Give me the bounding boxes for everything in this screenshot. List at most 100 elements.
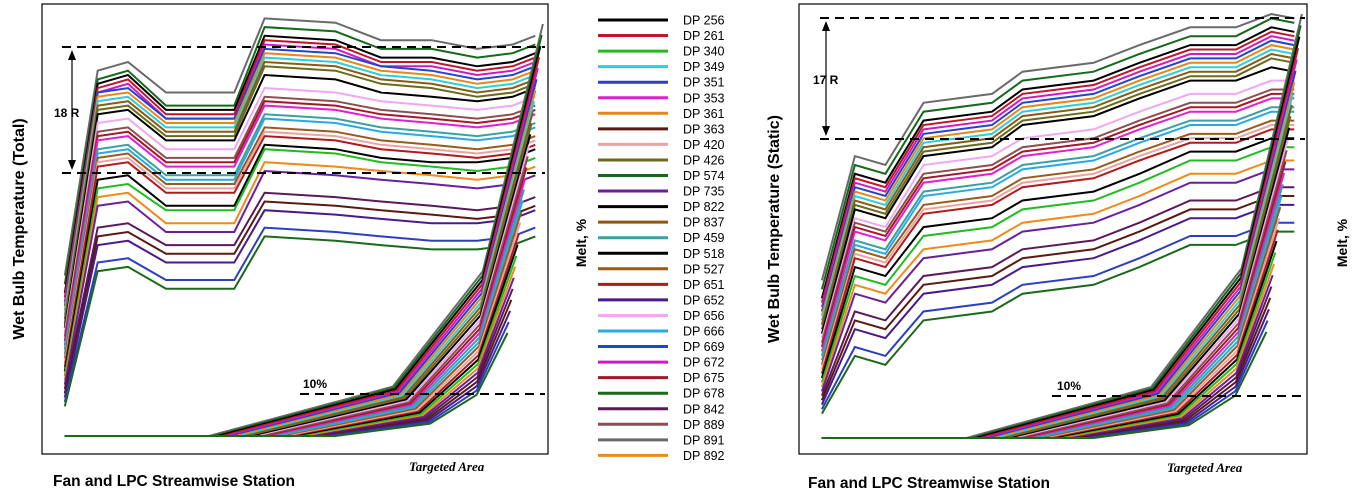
legend-label: DP 672 [683, 356, 725, 370]
left-arrow-head-down [68, 160, 76, 170]
legend-label: DP 363 [683, 122, 725, 136]
right-range-label: 17 R [813, 73, 839, 87]
temperature-line [63, 135, 536, 368]
temperature-line [820, 186, 1295, 397]
left-y2-axis-title: Melt, % [573, 218, 589, 267]
melt-line [821, 331, 1268, 439]
temperature-line [820, 110, 1295, 361]
left-melt-series [64, 23, 544, 437]
legend-label: DP 349 [683, 60, 725, 74]
legend-label: DP 735 [683, 185, 725, 199]
legend-label: DP 426 [683, 153, 725, 167]
temperature-line [63, 60, 536, 320]
right-x-axis-title: Fan and LPC Streamwise Station [808, 475, 1050, 492]
legend-label: DP 261 [683, 29, 725, 43]
legend-label: DP 666 [683, 325, 725, 339]
temperature-line [820, 39, 1295, 312]
temperature-line [820, 97, 1295, 352]
legend-label: DP 656 [683, 309, 725, 323]
temperature-line [63, 130, 536, 363]
melt-line [64, 332, 509, 437]
melt-line [64, 56, 541, 437]
temperature-line [820, 48, 1295, 321]
left-x-axis-title: Fan and LPC Streamwise Station [53, 473, 295, 490]
temperature-line [820, 17, 1295, 290]
legend-label: DP 678 [683, 387, 725, 401]
temperature-line [63, 73, 536, 329]
temperature-line [63, 26, 536, 285]
left-y-axis-title: Wet Bulb Temperature (Total) [11, 118, 28, 339]
right-arrow-head-up [822, 21, 830, 31]
temperature-line [63, 95, 536, 337]
right-targeted-area-label: Targeted Area [1167, 460, 1243, 475]
temperature-line [820, 88, 1295, 343]
temperature-line [63, 148, 536, 377]
temperature-line [820, 66, 1295, 334]
temperature-line [820, 128, 1295, 374]
legend-label: DP 361 [683, 107, 725, 121]
temperature-line [820, 57, 1295, 330]
temperature-line [63, 47, 536, 307]
temperature-line [820, 79, 1295, 339]
temperature-line [63, 143, 536, 372]
legend-label: DP 340 [683, 45, 725, 59]
legend-label: DP 837 [683, 216, 725, 230]
right-y-axis-title: Wet Bulb Temperature (Static) [766, 115, 783, 343]
temperature-line [63, 126, 536, 359]
temperature-line [820, 30, 1295, 303]
legend-label: DP 889 [683, 418, 725, 432]
legend-label: DP 822 [683, 200, 725, 214]
temperature-line [63, 34, 536, 294]
temperature-line [63, 117, 536, 355]
left-arrow-head-up [68, 50, 76, 60]
temperature-line [821, 221, 1295, 410]
temperature-line [63, 56, 536, 315]
legend-label: DP 351 [683, 76, 725, 90]
left-range-label: 18 R [54, 106, 80, 120]
legend-label: DP 651 [683, 278, 725, 292]
legend-label: DP 675 [683, 371, 725, 385]
temperature-line [820, 12, 1295, 281]
temperature-line [63, 52, 536, 311]
legend-label: DP 420 [683, 138, 725, 152]
legend-label: DP 842 [683, 402, 725, 416]
temperature-line [820, 92, 1295, 348]
legend-label: DP 891 [683, 433, 725, 447]
temperature-line [63, 209, 536, 398]
temperature-line [820, 106, 1295, 357]
left-plot-frame [41, 3, 549, 455]
right-plot-frame [798, 3, 1308, 455]
temperature-line [820, 26, 1295, 299]
temperature-line [821, 230, 1295, 415]
legend-label: DP 652 [683, 293, 725, 307]
right-ten-percent-label: 10% [1057, 379, 1081, 393]
temperature-line [63, 113, 536, 350]
temperature-line [820, 52, 1295, 326]
temperature-line [63, 104, 536, 346]
temperature-line [820, 146, 1295, 383]
temperature-line [820, 137, 1295, 379]
legend-label: DP 518 [683, 247, 725, 261]
temperature-line [820, 203, 1295, 406]
temperature-line [820, 195, 1295, 401]
temperature-line [63, 39, 536, 298]
temperature-line [63, 235, 536, 407]
left-targeted-area-label: Targeted Area [409, 459, 485, 474]
right-arrow-head-down [822, 126, 830, 136]
temperature-line [63, 161, 536, 381]
legend-label: DP 459 [683, 231, 725, 245]
temperature-line [63, 169, 536, 385]
temperature-line [63, 17, 536, 276]
temperature-line [63, 43, 536, 302]
temperature-line [63, 65, 536, 324]
legend-label: DP 256 [683, 14, 725, 28]
legend-label: DP 527 [683, 262, 725, 276]
temperature-line [63, 100, 536, 342]
right-y2-axis-title: Melt, % [1334, 218, 1350, 267]
temperature-line [820, 168, 1295, 392]
left-plot-series [63, 17, 536, 407]
legend-label: DP 892 [683, 449, 725, 463]
temperature-line [63, 200, 536, 394]
